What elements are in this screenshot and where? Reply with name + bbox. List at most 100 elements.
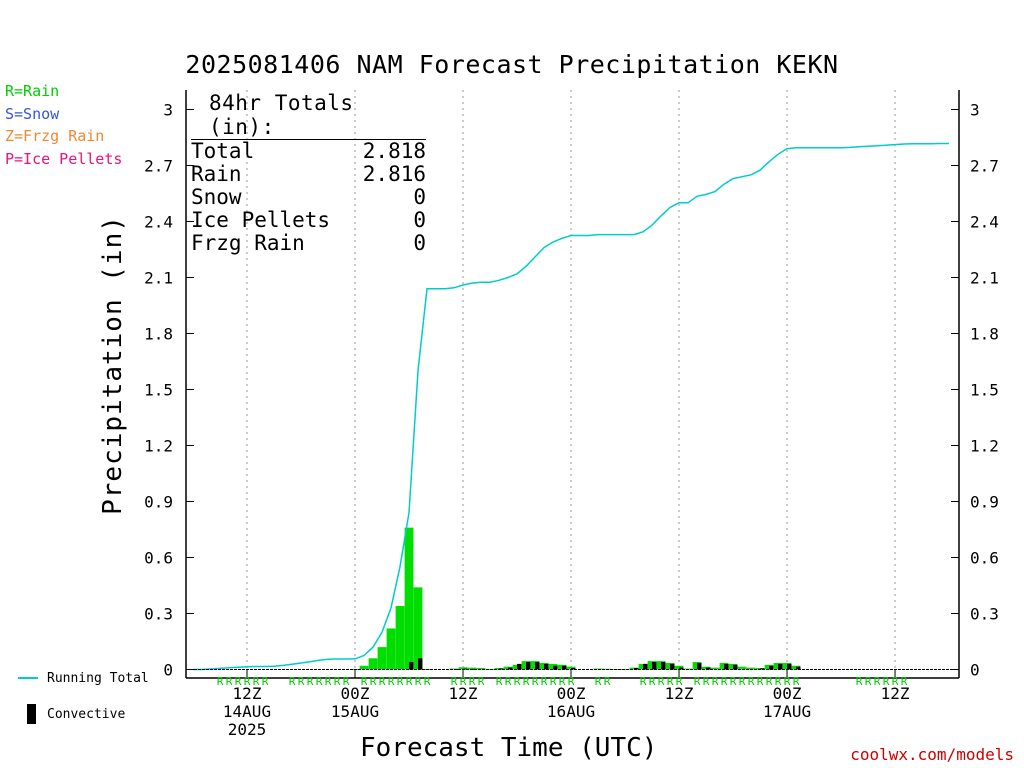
ptype-marker: R	[478, 675, 485, 688]
precip-bar	[692, 662, 702, 670]
totals-label: Frzg Rain	[191, 231, 305, 255]
x-tick-label: 12Z	[233, 684, 262, 703]
y-tick-label-right: 0.3	[970, 605, 999, 624]
ptype-marker: R	[676, 675, 683, 688]
totals-row-rain: Rain 2.816	[191, 163, 426, 186]
legend-convective-label: Convective	[47, 706, 126, 722]
convective-bar	[652, 662, 657, 670]
ptype-marker: R	[865, 675, 872, 688]
y-axis-left: 0 0.3 0.6 0.9 1.2 1.5 1.8 2.1 2.4 2.7 3	[144, 101, 194, 680]
convective-bar	[517, 663, 522, 670]
totals-value: 2.816	[362, 162, 426, 186]
convective-bar	[733, 664, 738, 670]
y-tick-label-right: 0	[970, 661, 980, 680]
ptype-marker: R	[595, 675, 602, 688]
y-tick-label-left: 0	[163, 661, 173, 680]
y-tick-label-left: 0.6	[144, 549, 173, 568]
grid-lines	[246, 90, 896, 678]
convective-bar	[508, 667, 513, 670]
ptype-marker: R	[460, 675, 467, 688]
y-tick-label-left: 1.2	[144, 437, 173, 456]
precip-bar	[701, 666, 711, 670]
ptype-marker: R	[415, 675, 422, 688]
precip-bar	[458, 667, 468, 670]
precip-bar	[674, 665, 684, 670]
convective-bar	[535, 662, 540, 670]
totals-label: Rain	[191, 162, 242, 186]
convective-bar	[670, 663, 675, 670]
ptype-marker: R	[667, 675, 674, 688]
ptype-legend-frzg-rain: Z=Frzg Rain	[5, 127, 105, 145]
ptype-legend-rain: R=Rain	[5, 82, 60, 100]
ptype-marker: R	[712, 675, 719, 688]
precip-bar	[359, 665, 369, 670]
plot-frame	[185, 90, 960, 679]
ptype-marker: R	[514, 675, 521, 688]
ptype-marker: R	[343, 675, 350, 688]
ptype-marker: R	[424, 675, 431, 688]
ptype-marker: R	[856, 675, 863, 688]
ptype-marker: R	[766, 675, 773, 688]
precip-bar	[377, 647, 387, 670]
x-tick-label: 16AUG	[547, 702, 595, 721]
ptype-marker: R	[901, 675, 908, 688]
ptype-marker: R	[505, 675, 512, 688]
ptype-marker: R	[244, 675, 251, 688]
totals-row-ice-pellets: Ice Pellets 0	[191, 209, 426, 232]
ptype-marker: R	[532, 675, 539, 688]
precip-bar	[791, 665, 801, 670]
y-tick-label-right: 3	[970, 101, 980, 120]
ptype-marker: R	[793, 675, 800, 688]
y-axis-right: 0 0.3 0.6 0.9 1.2 1.5 1.8 2.1 2.4 2.7 3	[951, 101, 999, 680]
ptype-marker: R	[388, 675, 395, 688]
ptype-marker: R	[883, 675, 890, 688]
totals-value: 0	[413, 231, 426, 255]
chart-title: 2025081406 NAM Forecast Precipitation KE…	[185, 50, 839, 79]
ptype-marker: R	[451, 675, 458, 688]
y-tick-label-left: 0.9	[144, 493, 173, 512]
precip-bar	[395, 606, 405, 670]
convective-bar	[724, 663, 729, 670]
convective-bar	[463, 668, 468, 670]
y-tick-label-left: 3	[163, 101, 173, 120]
x-tick-label: 00Z	[557, 684, 586, 703]
precip-bar	[404, 527, 414, 670]
convective-bar	[553, 665, 558, 670]
convective-bar	[562, 665, 567, 670]
credit-link[interactable]: coolwx.com/models	[850, 745, 1014, 764]
convective-bar	[787, 663, 792, 670]
ptype-marker: R	[298, 675, 305, 688]
ptype-marker: R	[235, 675, 242, 688]
ptype-marker: R	[496, 675, 503, 688]
totals-value: 0	[413, 185, 426, 209]
y-tick-label-left: 2.1	[144, 269, 173, 288]
y-tick-label-left: 1.5	[144, 381, 173, 400]
ptype-legend: R=Rain S=Snow Z=Frzg Rain P=Ice Pellets	[5, 80, 122, 170]
convective-bar	[544, 663, 549, 670]
y-tick-label-right: 2.1	[970, 269, 999, 288]
x-tick-label: 14AUG	[223, 702, 271, 721]
y-tick-label-right: 1.2	[970, 437, 999, 456]
y-tick-label-left: 2.7	[144, 157, 173, 176]
totals-label: Snow	[191, 185, 242, 209]
totals-value: 2.818	[362, 139, 426, 163]
precip-bar	[710, 667, 720, 670]
precip-bar	[746, 667, 756, 670]
x-tick-label: 12Z	[449, 684, 478, 703]
totals-label: Total	[191, 139, 255, 163]
x-tick-label: 15AUG	[331, 702, 379, 721]
totals-row-total: Total 2.818	[191, 140, 426, 163]
ptype-marker: R	[253, 675, 260, 688]
ptype-marker: R	[748, 675, 755, 688]
totals-row-frzg-rain: Frzg Rain 0	[191, 232, 426, 255]
ptype-marker: R	[784, 675, 791, 688]
precip-bar	[413, 587, 423, 670]
precip-bar	[476, 668, 486, 670]
ptype-marker: R	[649, 675, 656, 688]
ptype-marker: R	[721, 675, 728, 688]
x-tick-label: 12Z	[881, 684, 910, 703]
ptype-marker: R	[604, 675, 611, 688]
convective-bar	[760, 668, 765, 670]
